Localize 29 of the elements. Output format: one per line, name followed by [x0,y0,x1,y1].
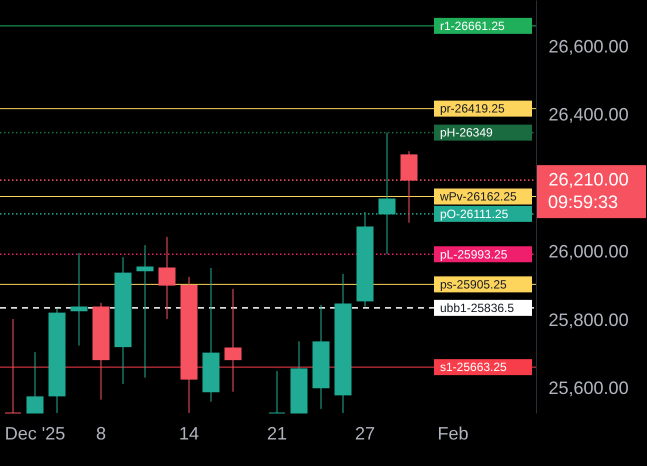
candlestick [268,370,286,414]
ref-line-label: pH-26349 [440,126,494,140]
y-tick-label: 25,800.00 [548,310,629,330]
ref-line-label: pL-25993.25 [440,247,508,262]
x-tick-label: Feb [437,424,469,444]
y-tick-label: 25,600.00 [548,378,629,398]
x-tick-label: Dec '25 [4,424,66,444]
ref-line-label: r1-26661.25 [440,18,506,33]
y-tick-label: 26,000.00 [548,241,629,262]
candlestick [158,236,176,320]
x-tick-label: 21 [266,424,288,444]
x-tick-label: 8 [96,424,106,444]
x-tick-label: 27 [354,424,376,444]
candlestick [136,244,154,378]
candlestick [26,352,44,414]
ref-line-label: s1-25663.25 [440,360,508,374]
candlestick [70,252,88,346]
x-tick-label: 14 [178,424,200,444]
ref-line-label: pr-26419.25 [440,102,506,116]
ref-line-label: wPv-26162.25 [439,190,518,204]
y-tick-label: 26,400.00 [548,104,629,125]
text: 09:59:33 [548,192,618,212]
y-tick-label: 26,600.00 [548,36,629,56]
ref-line-label: pO-26111.25 [440,206,509,221]
y-tick-label: 26,210.00 [548,170,629,190]
ref-line-label: ubb1-25836.5 [440,300,514,315]
candlestick [4,318,22,414]
ref-line-label: ps-25905.25 [440,277,508,292]
candlestick [224,288,242,392]
